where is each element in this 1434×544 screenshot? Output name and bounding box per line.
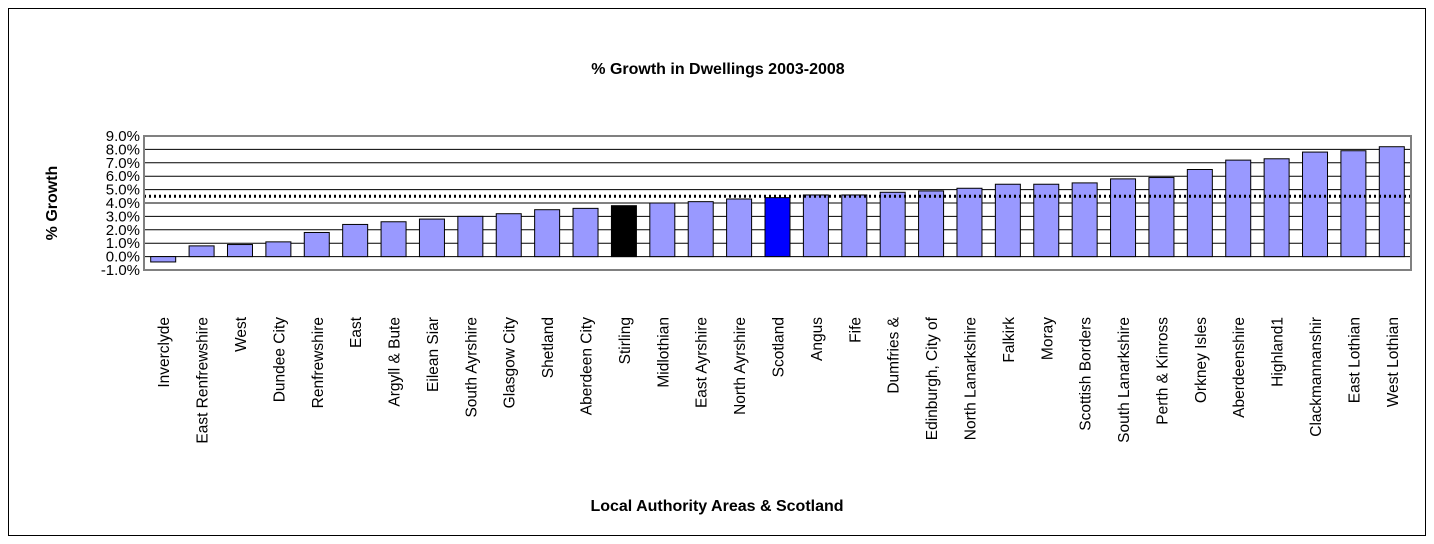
- bar: [419, 219, 444, 257]
- category-label: West: [233, 316, 250, 352]
- category-label: Argyll & Bute: [387, 317, 404, 407]
- category-label: Perth & Kinross: [1154, 317, 1171, 425]
- bar: [880, 192, 905, 256]
- bar: [535, 210, 560, 257]
- bar: [304, 232, 329, 256]
- category-label: West Lothian: [1385, 317, 1402, 407]
- category-label: Moray: [1039, 317, 1056, 360]
- bar: [688, 202, 713, 257]
- category-label: East Renfrewshire: [195, 317, 212, 444]
- category-label: Edinburgh, City of: [924, 316, 941, 440]
- category-label: Dumfries &: [886, 316, 903, 393]
- bar: [611, 206, 636, 257]
- category-label: Inverclyde: [156, 317, 173, 388]
- bar: [343, 224, 368, 256]
- category-label: Angus: [809, 317, 826, 361]
- bar: [458, 216, 483, 256]
- category-labels: Inverclyde East Renfrewshire West Dundee Ci…: [156, 316, 1402, 443]
- category-label: Scotland: [771, 317, 788, 377]
- bar: [573, 208, 598, 256]
- bar: [650, 203, 675, 257]
- bar: [1379, 147, 1404, 257]
- bar: [1226, 160, 1251, 256]
- y-tick-label: 9.0%: [106, 128, 140, 145]
- category-label: Eilean Siar: [425, 317, 442, 392]
- bar: [919, 191, 944, 257]
- bar: [1149, 178, 1174, 257]
- category-label: Falkirk: [1001, 317, 1018, 363]
- category-label: South Ayrshire: [463, 317, 480, 418]
- bar: [727, 199, 752, 257]
- bar: [1303, 152, 1328, 257]
- category-label: Stirling: [617, 317, 634, 364]
- bar: [803, 195, 828, 257]
- bar-chart: % Growth in Dwellings 2003-2008 -1.0%0.0…: [9, 9, 1427, 537]
- chart-title: % Growth in Dwellings 2003-2008: [591, 61, 845, 78]
- bar: [151, 257, 176, 262]
- category-label: Orkney Isles: [1193, 317, 1210, 403]
- category-label: Clackmannanshir: [1308, 317, 1325, 437]
- bar: [765, 198, 790, 257]
- bar: [957, 188, 982, 256]
- category-label: Aberdeen City: [579, 317, 596, 415]
- category-label: Scottish Borders: [1078, 317, 1095, 431]
- category-label: Midlothian: [655, 317, 672, 388]
- bar: [1264, 159, 1289, 257]
- bar: [189, 246, 214, 257]
- category-label: Dundee City: [271, 317, 288, 403]
- category-label: North Ayrshire: [732, 317, 749, 415]
- bar: [1072, 183, 1097, 257]
- bars: [151, 147, 1405, 262]
- category-label: Highland1: [1270, 317, 1287, 387]
- bar: [381, 222, 406, 257]
- category-label: South Lanarkshire: [1116, 317, 1133, 443]
- bar: [266, 242, 291, 257]
- category-label: Shetland: [540, 317, 557, 378]
- chart-frame: % Growth in Dwellings 2003-2008 -1.0% 0.0…: [8, 8, 1426, 536]
- category-label: East Lothian: [1346, 317, 1363, 403]
- x-axis-title: Local Authority Areas & Scotland: [590, 498, 843, 515]
- bar: [1341, 151, 1366, 257]
- bar: [1187, 170, 1212, 257]
- y-axis-title: % Growth: [44, 166, 61, 241]
- category-label: Aberdeenshire: [1231, 317, 1248, 418]
- category-label: East Ayrshire: [694, 317, 711, 408]
- category-label: Glasgow City: [502, 317, 519, 409]
- category-label: East: [348, 316, 365, 348]
- y-tick-labels: -1.0%0.0%1.0%2.0%3.0%4.0%5.0%6.0%7.0%8.0…: [101, 128, 140, 279]
- category-label: Renfrewshire: [310, 317, 327, 408]
- bar: [1111, 179, 1136, 257]
- category-label: North Lanarkshire: [962, 317, 979, 440]
- bar: [842, 195, 867, 257]
- category-label: Fife: [847, 317, 864, 343]
- bar: [227, 245, 252, 257]
- bar: [496, 214, 521, 257]
